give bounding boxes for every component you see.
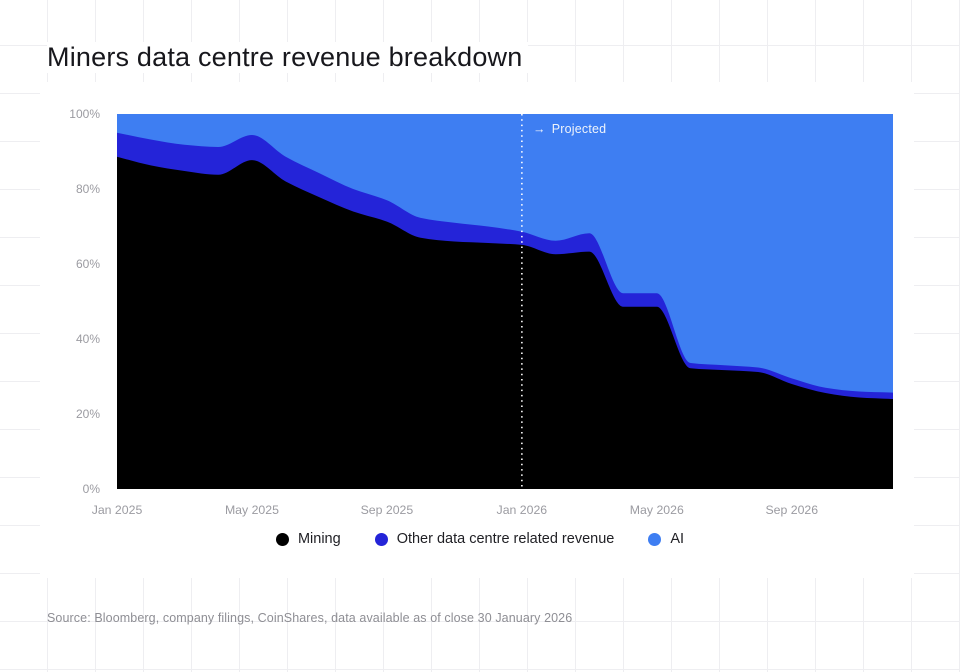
right-arrow-icon: → xyxy=(533,122,546,136)
mining-area xyxy=(117,156,893,489)
chart-legend: Mining Other data centre related revenue… xyxy=(0,531,960,547)
legend-label-mining: Mining xyxy=(297,531,341,547)
legend-item-other-revenue: Other data centre related revenue xyxy=(374,531,615,547)
projected-annotation: → Projected xyxy=(533,122,606,136)
ai-legend-dot-icon xyxy=(648,532,662,546)
mining-legend-dot-icon xyxy=(275,532,289,546)
legend-item-mining: Mining xyxy=(275,531,341,547)
other-revenue-legend-dot-icon xyxy=(374,532,388,546)
legend-label-ai: AI xyxy=(670,531,685,547)
legend-label-other-revenue: Other data centre related revenue xyxy=(396,531,615,547)
projected-label: Projected xyxy=(551,122,607,136)
source-note: Source: Bloomberg, company filings, Coin… xyxy=(47,611,573,625)
legend-item-ai: AI xyxy=(648,531,684,547)
page-title: Miners data centre revenue breakdown xyxy=(47,42,529,73)
